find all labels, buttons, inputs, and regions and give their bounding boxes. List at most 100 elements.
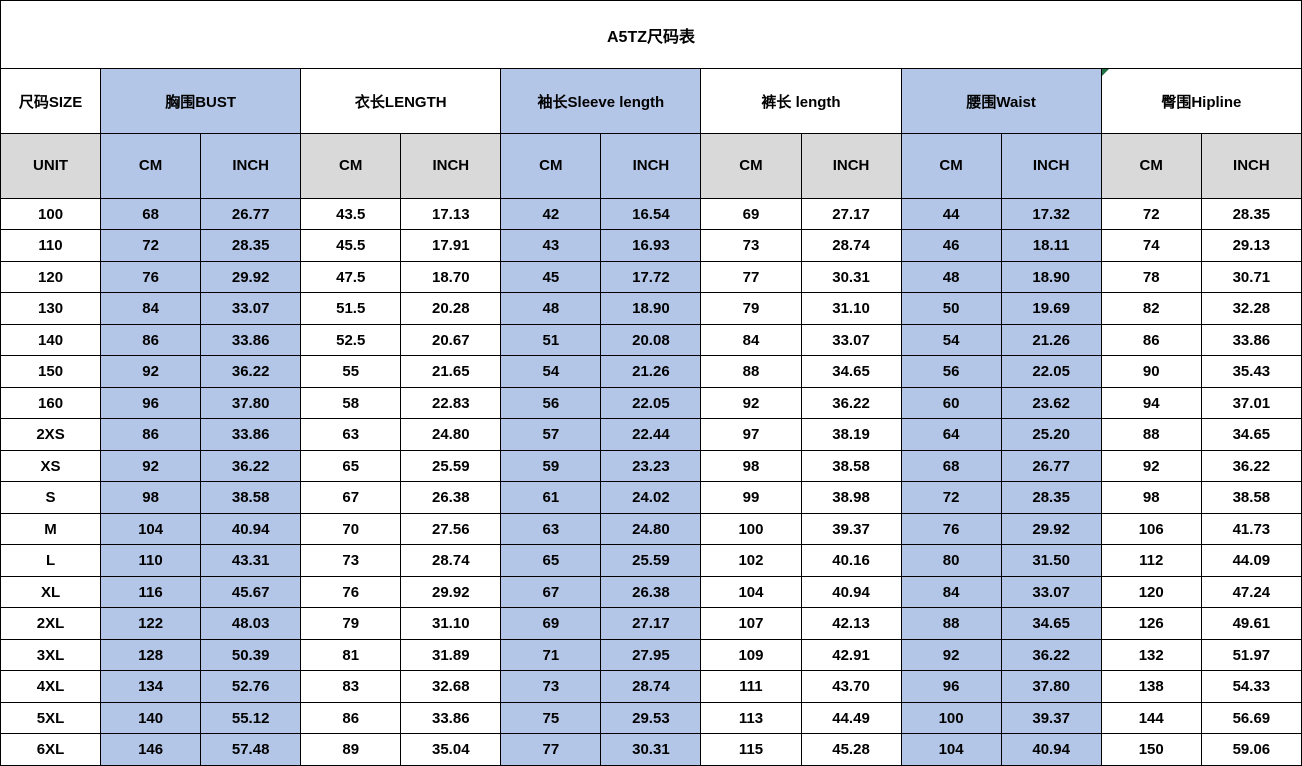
- table-cell: 76: [900, 512, 1002, 546]
- table-cell: 44: [900, 197, 1002, 231]
- table-cell: 29.92: [400, 575, 502, 609]
- row-size-label: 4XL: [0, 670, 102, 703]
- table-cell: 56.69: [1200, 701, 1302, 735]
- table-cell: 19.69: [1000, 292, 1102, 325]
- table-cell: 21.26: [1000, 323, 1102, 357]
- table-cell: 31.10: [400, 607, 502, 640]
- row-size-label: 150: [0, 355, 102, 388]
- table-cell: 86: [1100, 323, 1202, 357]
- table-cell: 54.33: [1200, 670, 1302, 703]
- table-cell: 96: [900, 670, 1002, 703]
- table-row: 140 86 33.86 52.5 20.67 51 20.08 84 33.07 54 21.26…: [0, 323, 1302, 357]
- table-cell: 55.12: [200, 701, 302, 735]
- table-cell: 28.74: [400, 544, 502, 577]
- table-cell: 69: [700, 197, 802, 231]
- table-cell: 132: [1100, 638, 1202, 672]
- table-cell: 49.61: [1200, 607, 1302, 640]
- row-size-label: 100: [0, 197, 102, 231]
- table-cell: 94: [1100, 386, 1202, 420]
- table-cell: 31.50: [1000, 544, 1102, 577]
- table-cell: 25.59: [600, 544, 702, 577]
- table-cell: 113: [700, 701, 802, 735]
- table-cell: 22.05: [1000, 355, 1102, 388]
- table-cell: 28.74: [600, 670, 702, 703]
- table-cell: 77: [700, 260, 802, 294]
- table-cell: 16.54: [600, 197, 702, 231]
- column-header-size: 尺码SIZE: [0, 68, 102, 135]
- table-cell: 112: [1100, 544, 1202, 577]
- table-row: 110 72 28.35 45.5 17.91 43 16.93 73 28.74 46 18.11…: [0, 229, 1302, 262]
- table-cell: 71: [500, 638, 602, 672]
- table-cell: 20.67: [400, 323, 502, 357]
- table-cell: 110: [100, 544, 202, 577]
- column-group-header: 腰围Waist: [900, 68, 1102, 135]
- table-cell: 48: [500, 292, 602, 325]
- table-cell: 55: [300, 355, 402, 388]
- table-cell: 28.74: [800, 229, 902, 262]
- table-cell: 40.94: [800, 575, 902, 609]
- table-cell: 33.07: [200, 292, 302, 325]
- row-size-label: 130: [0, 292, 102, 325]
- table-cell: 104: [100, 512, 202, 546]
- table-cell: 17.13: [400, 197, 502, 231]
- table-cell: 27.56: [400, 512, 502, 546]
- table-cell: 33.07: [1000, 575, 1102, 609]
- table-cell: 36.22: [1000, 638, 1102, 672]
- table-cell: 74: [1100, 229, 1202, 262]
- table-cell: 37.80: [1000, 670, 1102, 703]
- table-cell: 48: [900, 260, 1002, 294]
- table-cell: 47.5: [300, 260, 402, 294]
- row-size-label: 3XL: [0, 638, 102, 672]
- table-cell: 63: [500, 512, 602, 546]
- table-cell: 17.91: [400, 229, 502, 262]
- table-cell: 72: [1100, 197, 1202, 231]
- table-cell: 150: [1100, 733, 1202, 766]
- table-cell: 45.67: [200, 575, 302, 609]
- table-cell: 126: [1100, 607, 1202, 640]
- table-cell: 29.13: [1200, 229, 1302, 262]
- table-cell: 65: [300, 449, 402, 483]
- table-cell: 90: [1100, 355, 1202, 388]
- table-cell: 76: [100, 260, 202, 294]
- table-cell: 21.26: [600, 355, 702, 388]
- table-cell: 92: [1100, 449, 1202, 483]
- table-cell: 79: [700, 292, 802, 325]
- table-cell: 57.48: [200, 733, 302, 766]
- table-cell: 98: [100, 481, 202, 514]
- table-cell: 28.35: [200, 229, 302, 262]
- table-row: S 98 38.58 67 26.38 61 24.02 99 38.98 72 28.35 98 38…: [0, 481, 1302, 514]
- table-cell: 33.86: [400, 701, 502, 735]
- table-cell: 88: [700, 355, 802, 388]
- table-row: 2XS 86 33.86 63 24.80 57 22.44 97 38.19 64 25.20 88…: [0, 418, 1302, 451]
- table-row: 120 76 29.92 47.5 18.70 45 17.72 77 30.31 48 18.90…: [0, 260, 1302, 294]
- unit-cm-label: CM: [500, 133, 602, 199]
- table-cell: 57: [500, 418, 602, 451]
- unit-inch-label: INCH: [800, 133, 902, 199]
- row-size-label: XS: [0, 449, 102, 483]
- table-cell: 89: [300, 733, 402, 766]
- column-group-header: 袖长Sleeve length: [500, 68, 702, 135]
- table-cell: 56: [900, 355, 1002, 388]
- table-cell: 140: [100, 701, 202, 735]
- table-cell: 43.31: [200, 544, 302, 577]
- table-cell: 24.80: [400, 418, 502, 451]
- table-cell: 52.76: [200, 670, 302, 703]
- unit-inch-label: INCH: [600, 133, 702, 199]
- table-cell: 28.35: [1000, 481, 1102, 514]
- table-cell: 40.94: [200, 512, 302, 546]
- page-title: A5TZ尺码表: [0, 0, 1302, 70]
- table-cell: 28.35: [1200, 197, 1302, 231]
- unit-cm-label: CM: [1100, 133, 1202, 199]
- table-cell: 134: [100, 670, 202, 703]
- table-cell: 109: [700, 638, 802, 672]
- unit-cm-label: CM: [100, 133, 202, 199]
- table-cell: 37.80: [200, 386, 302, 420]
- table-cell: 30.31: [600, 733, 702, 766]
- table-cell: 43: [500, 229, 602, 262]
- table-cell: 88: [900, 607, 1002, 640]
- table-cell: 72: [100, 229, 202, 262]
- table-cell: 27.95: [600, 638, 702, 672]
- table-cell: 79: [300, 607, 402, 640]
- table-cell: 64: [900, 418, 1002, 451]
- table-cell: 22.83: [400, 386, 502, 420]
